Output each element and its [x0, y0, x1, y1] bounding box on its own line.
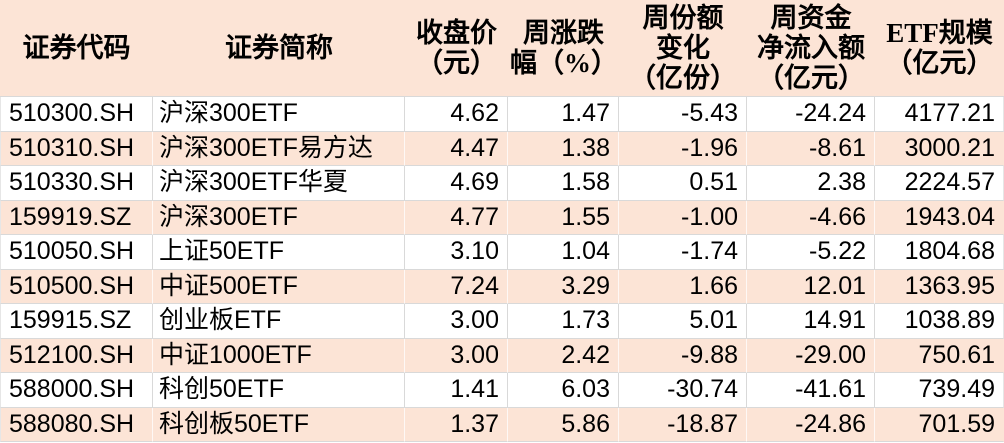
cell-close-price: 1.41 — [405, 373, 508, 408]
cell-etf-scale: 1943.04 — [875, 200, 1004, 235]
cell-etf-scale: 2224.57 — [875, 166, 1004, 201]
col-header-name: 证券简称 — [153, 0, 405, 97]
cell-etf-scale: 1804.68 — [875, 235, 1004, 270]
cell-weekly-share-change: 0.51 — [619, 166, 747, 201]
cell-etf-scale: 750.61 — [875, 338, 1004, 373]
table-row: 510330.SH 沪深300ETF华夏 4.69 1.58 0.51 2.38 2224.… — [0, 166, 1004, 201]
cell-code: 159915.SZ — [0, 304, 153, 339]
cell-name: 中证1000ETF — [153, 338, 405, 373]
cell-code: 510050.SH — [0, 235, 153, 270]
cell-weekly-net-inflow: -24.86 — [747, 407, 875, 442]
cell-code: 510500.SH — [0, 269, 153, 304]
cell-weekly-share-change: -9.88 — [619, 338, 747, 373]
cell-weekly-net-inflow: -5.22 — [747, 235, 875, 270]
col-header-etf-scale: ETF规模 （亿元） — [875, 0, 1004, 97]
table-row: 159919.SZ 沪深300ETF 4.77 1.55 -1.00 -4.66 1943.… — [0, 200, 1004, 235]
cell-weekly-change-pct: 1.04 — [508, 235, 619, 270]
col-header-close-price: 收盘价 （元） — [405, 0, 508, 97]
cell-weekly-share-change: -30.74 — [619, 373, 747, 408]
table-header: 证券代码 证券简称 收盘价 （元） 周涨跌 幅（%） 周份额 变化 （亿份） 周资金 净流… — [0, 0, 1004, 97]
cell-weekly-net-inflow: -8.61 — [747, 131, 875, 166]
table-row: 512100.SH 中证1000ETF 3.00 2.42 -9.88 -29.00 750… — [0, 338, 1004, 373]
cell-weekly-change-pct: 5.86 — [508, 407, 619, 442]
cell-code: 510300.SH — [0, 97, 153, 132]
table-row: 510310.SH 沪深300ETF易方达 4.47 1.38 -1.96 -8.61 30… — [0, 131, 1004, 166]
cell-weekly-change-pct: 1.55 — [508, 200, 619, 235]
cell-close-price: 4.47 — [405, 131, 508, 166]
cell-etf-scale: 701.59 — [875, 407, 1004, 442]
cell-name: 科创板50ETF — [153, 407, 405, 442]
table-row: 588000.SH 科创50ETF 1.41 6.03 -30.74 -41.61 739.… — [0, 373, 1004, 408]
cell-close-price: 7.24 — [405, 269, 508, 304]
cell-close-price: 4.62 — [405, 97, 508, 132]
cell-weekly-net-inflow: 2.38 — [747, 166, 875, 201]
cell-weekly-change-pct: 1.58 — [508, 166, 619, 201]
cell-weekly-share-change: -1.96 — [619, 131, 747, 166]
cell-name: 创业板ETF — [153, 304, 405, 339]
cell-close-price: 3.10 — [405, 235, 508, 270]
cell-weekly-change-pct: 1.47 — [508, 97, 619, 132]
cell-weekly-share-change: 1.66 — [619, 269, 747, 304]
table-row: 510500.SH 中证500ETF 7.24 3.29 1.66 12.01 1363.9… — [0, 269, 1004, 304]
col-header-weekly-change-pct: 周涨跌 幅（%） — [508, 0, 619, 97]
cell-weekly-net-inflow: 12.01 — [747, 269, 875, 304]
cell-close-price: 3.00 — [405, 338, 508, 373]
col-header-weekly-share-change: 周份额 变化 （亿份） — [619, 0, 747, 97]
cell-weekly-net-inflow: -4.66 — [747, 200, 875, 235]
cell-etf-scale: 1038.89 — [875, 304, 1004, 339]
cell-weekly-net-inflow: -24.24 — [747, 97, 875, 132]
table-row: 159915.SZ 创业板ETF 3.00 1.73 5.01 14.91 1038.89 — [0, 304, 1004, 339]
cell-weekly-change-pct: 1.38 — [508, 131, 619, 166]
table-row: 510300.SH 沪深300ETF 4.62 1.47 -5.43 -24.24 4177… — [0, 97, 1004, 132]
cell-weekly-share-change: -18.87 — [619, 407, 747, 442]
cell-name: 沪深300ETF易方达 — [153, 131, 405, 166]
cell-weekly-share-change: -1.74 — [619, 235, 747, 270]
cell-close-price: 4.77 — [405, 200, 508, 235]
cell-code: 588080.SH — [0, 407, 153, 442]
cell-weekly-change-pct: 3.29 — [508, 269, 619, 304]
cell-weekly-share-change: -1.00 — [619, 200, 747, 235]
col-header-code: 证券代码 — [0, 0, 153, 97]
cell-code: 512100.SH — [0, 338, 153, 373]
cell-name: 沪深300ETF — [153, 200, 405, 235]
cell-code: 510330.SH — [0, 166, 153, 201]
cell-weekly-share-change: 5.01 — [619, 304, 747, 339]
cell-code: 588000.SH — [0, 373, 153, 408]
cell-close-price: 1.37 — [405, 407, 508, 442]
cell-code: 159919.SZ — [0, 200, 153, 235]
cell-weekly-net-inflow: -29.00 — [747, 338, 875, 373]
cell-etf-scale: 3000.21 — [875, 131, 1004, 166]
header-row: 证券代码 证券简称 收盘价 （元） 周涨跌 幅（%） 周份额 变化 （亿份） 周资金 净流… — [0, 0, 1004, 97]
col-header-weekly-net-inflow: 周资金 净流入额 （亿元） — [747, 0, 875, 97]
cell-etf-scale: 4177.21 — [875, 97, 1004, 132]
cell-close-price: 3.00 — [405, 304, 508, 339]
cell-name: 中证500ETF — [153, 269, 405, 304]
cell-name: 沪深300ETF华夏 — [153, 166, 405, 201]
cell-weekly-share-change: -5.43 — [619, 97, 747, 132]
table-row: 588080.SH 科创板50ETF 1.37 5.86 -18.87 -24.86 701… — [0, 407, 1004, 442]
cell-weekly-net-inflow: -41.61 — [747, 373, 875, 408]
cell-weekly-change-pct: 1.73 — [508, 304, 619, 339]
cell-weekly-change-pct: 2.42 — [508, 338, 619, 373]
cell-name: 上证50ETF — [153, 235, 405, 270]
table-body: 510300.SH 沪深300ETF 4.62 1.47 -5.43 -24.24 4177… — [0, 97, 1004, 442]
cell-code: 510310.SH — [0, 131, 153, 166]
cell-weekly-net-inflow: 14.91 — [747, 304, 875, 339]
cell-etf-scale: 739.49 — [875, 373, 1004, 408]
cell-name: 沪深300ETF — [153, 97, 405, 132]
cell-weekly-change-pct: 6.03 — [508, 373, 619, 408]
cell-name: 科创50ETF — [153, 373, 405, 408]
table-row: 510050.SH 上证50ETF 3.10 1.04 -1.74 -5.22 1804.6… — [0, 235, 1004, 270]
cell-etf-scale: 1363.95 — [875, 269, 1004, 304]
cell-close-price: 4.69 — [405, 166, 508, 201]
